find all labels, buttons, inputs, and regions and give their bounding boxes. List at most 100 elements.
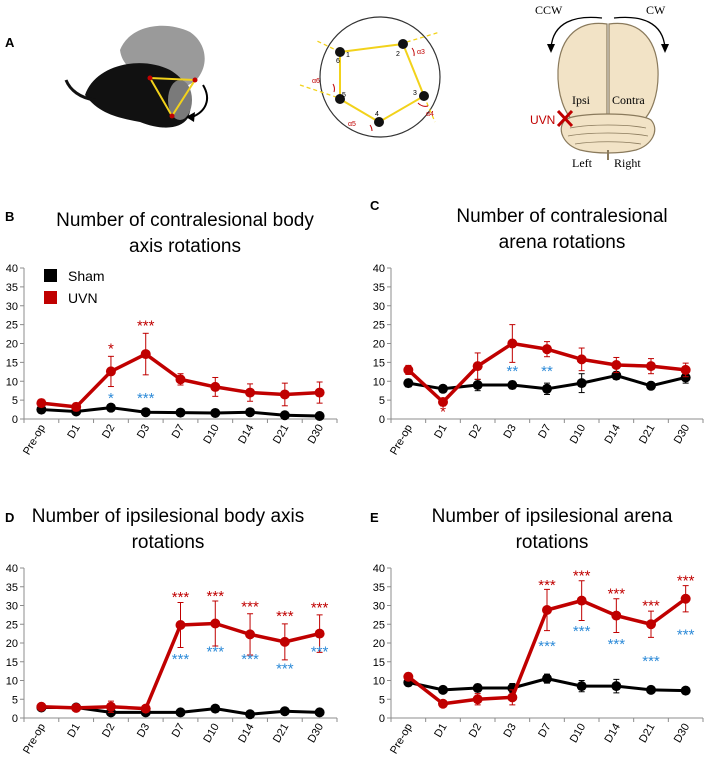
rat-axis-point-2 <box>192 77 198 83</box>
chart-c-xtick-label: D7 <box>536 423 553 441</box>
brain-right-hemisphere <box>608 22 659 123</box>
arena-illustration: 1 2 3 4 5 6 α3 α4 α5 α6 <box>299 16 441 138</box>
chart-c-uvn-point <box>403 364 414 375</box>
chart-c-xtick-label: Pre-op <box>388 423 415 458</box>
ccw-arrow <box>550 16 603 49</box>
contra-label: Contra <box>612 93 645 107</box>
arena-angle-arc-4 <box>417 102 429 107</box>
chart-b-xtick-label: D14 <box>236 423 256 446</box>
chart-c-xtick-label: D1 <box>432 423 449 441</box>
chart-c-ytick-label: 0 <box>379 414 385 426</box>
arena-number-1: 1 <box>346 52 350 59</box>
legend-sham-label: Sham <box>68 268 105 284</box>
arena-tangent-1 <box>299 84 346 101</box>
cw-label: CW <box>646 3 666 17</box>
chart-d-ytick-label: 25 <box>6 619 18 631</box>
rat-axis-point-3 <box>169 113 175 119</box>
chart-d-sham-significance: *** <box>241 651 259 668</box>
chart-d-uvn-point <box>210 618 221 629</box>
chart-d-xtick-label: Pre-op <box>21 722 48 757</box>
chart-e-uvn-point <box>403 671 414 682</box>
legend-uvn-swatch <box>44 291 57 304</box>
arena-tangent-3 <box>423 95 436 123</box>
chart-c-uvn-point <box>507 338 518 349</box>
rotation-arrowhead <box>186 112 195 122</box>
chart-b-uvn-point <box>314 387 325 398</box>
chart-e-uvn-point <box>646 619 656 630</box>
chart-b-ytick-label: 10 <box>6 376 18 388</box>
chart-e-xtick-label: D10 <box>568 722 588 745</box>
chart-e-uvn-point <box>542 605 552 615</box>
chart-e-sham-significance: *** <box>677 627 695 644</box>
chart-e-sham-point <box>542 673 552 684</box>
chart-e-sham-significance: *** <box>642 653 660 670</box>
chart-b-ytick-label: 35 <box>6 282 18 294</box>
rat-head <box>168 80 192 120</box>
chart-b-sham-significance: * <box>108 390 114 407</box>
chart-d-sham-significance: *** <box>207 644 225 661</box>
chart-c-uvn-point <box>472 361 483 372</box>
chart-d-xtick-label: D1 <box>65 722 82 740</box>
panel-label-a: A <box>5 35 15 50</box>
chart-d-title-line-1: Number of ipsilesional body axis <box>32 506 304 527</box>
chart-e-sham-significance: *** <box>573 623 591 640</box>
chart-c-ytick-label: 5 <box>379 395 385 407</box>
chart-b-xtick-label: D2 <box>100 423 117 441</box>
chart-d-ytick-label: 30 <box>6 601 18 613</box>
chart-e-sham-point <box>576 681 587 692</box>
chart-e-uvn-significance: *** <box>642 597 660 614</box>
chart-b-sham-significance: *** <box>137 390 155 407</box>
chart-e-sham-point <box>680 685 691 696</box>
arena-number-2: 2 <box>396 51 400 58</box>
chart-d-uvn-significance: *** <box>207 588 225 605</box>
chart-d-uvn-significance: *** <box>241 599 259 616</box>
ipsi-label: Ipsi <box>572 93 591 107</box>
arena-rat-5 <box>335 94 345 104</box>
chart-d-xtick-label: D10 <box>201 722 221 745</box>
cw-arrow <box>613 16 666 49</box>
cerebellum <box>560 113 656 154</box>
chart-d-ytick-label: 5 <box>12 694 18 706</box>
chart-b-sham-point <box>245 407 256 418</box>
chart-b-uvn-significance: * <box>108 340 114 357</box>
chart-c-ytick-label: 20 <box>373 339 385 351</box>
rat-axis-triangle <box>148 76 197 118</box>
arena-angle-4: α4 <box>426 111 434 118</box>
rotation-arrow <box>191 84 208 118</box>
chart-b-title-line-1: Number of contralesional body <box>56 210 314 231</box>
arena-number-6: 6 <box>336 58 340 65</box>
chart-d-uvn-point <box>140 703 151 714</box>
chart-b-ytick-label: 40 <box>6 263 18 275</box>
chart-d-sham-point <box>245 709 256 720</box>
chart-d-uvn-point <box>279 636 290 647</box>
chart-e-uvn-point <box>472 694 483 705</box>
panel-label-b: B <box>5 209 14 224</box>
chart-c-uvn-point <box>542 344 552 355</box>
chart-c-uvn-point <box>680 364 691 375</box>
chart-c-sham-point <box>403 378 414 389</box>
chart-b-xtick-label: Pre-op <box>21 423 48 458</box>
rat-axis-point-1 <box>147 75 153 81</box>
chart-e-sham-significance: *** <box>538 638 556 655</box>
chart-e-ytick-label: 40 <box>373 563 385 575</box>
chart-e-ytick-label: 30 <box>373 601 385 613</box>
legend-sham-swatch <box>44 269 57 282</box>
arena-number-5: 5 <box>342 92 346 99</box>
chart-b-ytick-label: 5 <box>12 395 18 407</box>
chart-b-xtick-label: D10 <box>201 423 221 446</box>
chart-c-uvn-point <box>576 354 587 365</box>
chart-c-ytick-label: 30 <box>373 301 385 313</box>
chart-d-ytick-label: 20 <box>6 638 18 650</box>
chart-d-sham-point <box>314 707 325 718</box>
chart-d-sham-point <box>210 703 221 714</box>
chart-c-uvn-significance: * <box>440 403 446 420</box>
chart-c-uvn-point <box>438 397 448 408</box>
chart-c-uvn-point <box>611 360 622 371</box>
chart-b-ytick-label: 30 <box>6 301 18 313</box>
arena-number-3: 3 <box>413 90 417 97</box>
chart-d-uvn-point <box>245 629 256 640</box>
chart-c-title-line-1: Number of contralesional <box>456 206 667 227</box>
brain-left-hemisphere <box>557 22 608 123</box>
chart-e-uvn-significance: *** <box>677 572 695 589</box>
chart-c-sham-point <box>646 380 656 391</box>
